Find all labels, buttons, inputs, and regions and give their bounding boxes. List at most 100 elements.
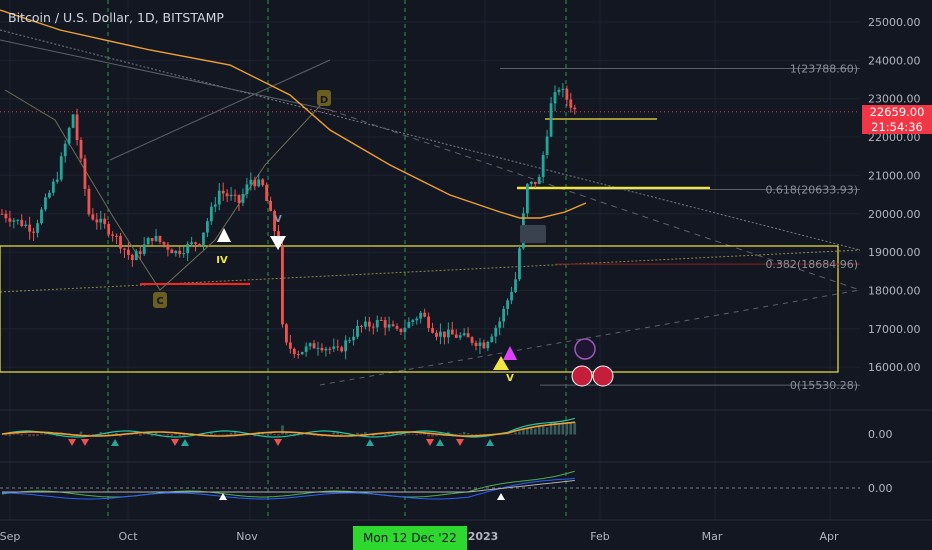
candle-body	[534, 182, 537, 184]
candle-body	[119, 236, 122, 249]
histogram-bar	[163, 434, 166, 435]
candle-body	[182, 253, 185, 254]
osc-line	[2, 471, 575, 497]
candle-body	[84, 158, 87, 188]
candle-body	[332, 346, 335, 348]
candle-body	[76, 115, 79, 141]
histogram-bar	[13, 434, 16, 435]
candle-body	[486, 342, 489, 348]
candle-body	[317, 348, 320, 349]
trend-line	[0, 250, 860, 292]
histogram-bar	[573, 422, 576, 435]
candle-body	[573, 108, 576, 110]
candle-body	[269, 201, 272, 211]
histogram-bar	[230, 433, 233, 435]
candle-body	[439, 332, 442, 337]
candle-body	[198, 244, 201, 245]
histogram-bar	[171, 434, 174, 436]
candle-body	[103, 219, 106, 224]
candle-body	[356, 326, 359, 337]
candle-body	[174, 251, 177, 253]
histogram-bar	[479, 434, 482, 435]
histogram-bar	[356, 433, 359, 435]
candle-body	[301, 352, 304, 354]
candle-body	[328, 349, 331, 350]
histogram-bar	[514, 432, 517, 434]
candle-body	[60, 156, 63, 179]
candle-body	[218, 191, 221, 205]
candle-body	[336, 346, 339, 347]
signal-marker	[68, 439, 76, 446]
range-box	[0, 246, 838, 372]
candle-body	[16, 220, 19, 221]
candle-body	[388, 324, 391, 327]
candle-body	[242, 194, 245, 203]
candle-body	[419, 313, 422, 319]
candle-body	[265, 185, 268, 201]
wave-label: IV	[216, 255, 228, 266]
candle-body	[415, 319, 418, 321]
chart-title: Bitcoin / U.S. Dollar, 1D, BITSTAMP	[8, 10, 224, 25]
candle-body	[40, 209, 43, 223]
candle-body	[297, 354, 300, 355]
candle-body	[28, 225, 31, 232]
candle-body	[538, 177, 541, 184]
fib-label: 1(23788.60)	[790, 62, 858, 75]
y-tick-label: 21000.00	[868, 169, 921, 182]
candle-body	[24, 225, 27, 226]
candle-body	[214, 204, 217, 206]
candle-body	[285, 324, 288, 342]
histogram-bar	[467, 433, 470, 434]
candle-body	[526, 184, 529, 213]
candle-body	[151, 238, 154, 241]
candle-body	[479, 343, 482, 346]
histogram-bar	[84, 434, 87, 435]
candle-body	[88, 189, 91, 214]
candle-body	[226, 193, 229, 196]
candle-body	[127, 250, 130, 255]
x-tick-label: Mar	[702, 530, 723, 543]
candle-body	[281, 247, 284, 324]
trend-line	[0, 40, 330, 110]
candle-body	[9, 218, 12, 222]
candle-body	[194, 242, 197, 244]
wave-triangle-up	[503, 346, 517, 360]
histogram-bar	[40, 433, 43, 434]
histogram-bar	[32, 434, 35, 436]
histogram-bar	[333, 432, 336, 434]
candle-body	[348, 340, 351, 341]
candle-body	[20, 220, 23, 226]
candle-body	[565, 89, 568, 100]
candle-body	[376, 320, 379, 327]
fib-label: 0.382(18684.96)	[765, 258, 858, 271]
histogram-bar	[218, 434, 221, 435]
candle-body	[325, 349, 328, 351]
candle-body	[222, 191, 225, 194]
histogram-bar	[36, 434, 39, 436]
candle-body	[261, 179, 264, 185]
candle-body	[467, 333, 470, 337]
candle-body	[558, 90, 561, 92]
candle-body	[459, 335, 462, 338]
candle-body	[32, 232, 35, 233]
candle-body	[143, 244, 146, 254]
histogram-bar	[510, 434, 513, 435]
histogram-bar	[289, 434, 292, 435]
histogram-bar	[281, 425, 284, 434]
candle-body	[305, 346, 308, 352]
x-tick-label: Oct	[118, 530, 138, 543]
x-tick-label: Feb	[590, 530, 609, 543]
candle-body	[554, 92, 557, 103]
candle-body	[340, 347, 343, 351]
candle-body	[131, 255, 134, 260]
candle-body	[546, 137, 549, 155]
y-tick-label: 25000.00	[868, 16, 921, 29]
countdown-tag: 21:54:36	[862, 120, 932, 134]
candle-body	[234, 195, 237, 196]
histogram-bar	[273, 434, 276, 435]
signal-marker	[366, 439, 374, 446]
histogram-bar	[518, 431, 521, 434]
candle-body	[510, 292, 513, 300]
candle-body	[384, 320, 387, 328]
